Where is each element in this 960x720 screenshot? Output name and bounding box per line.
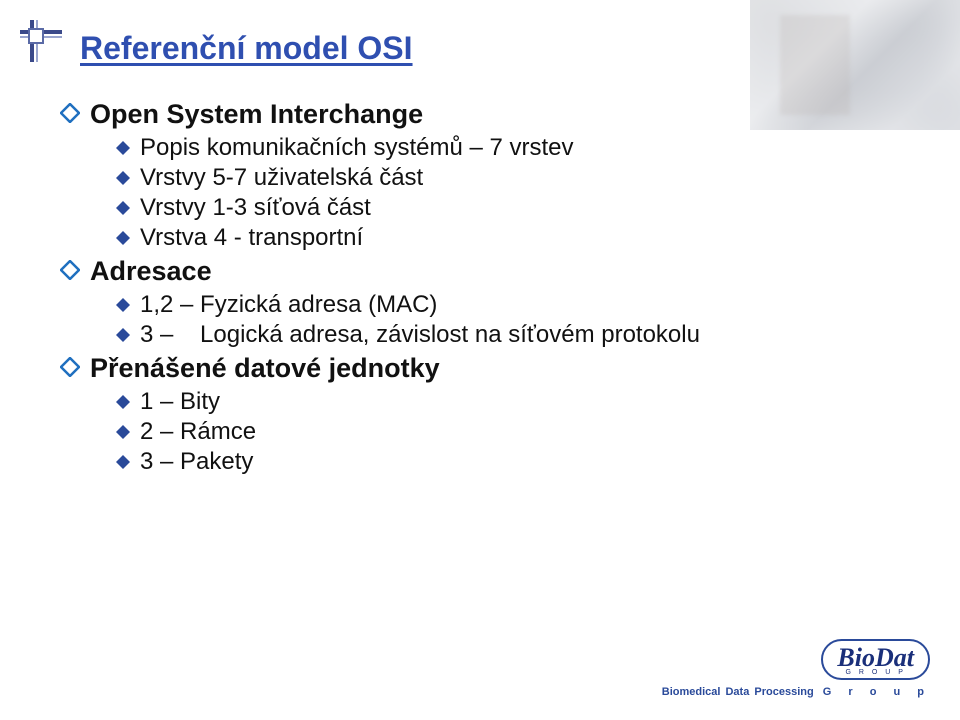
list-item: 1,2 – Fyzická adresa (MAC) — [116, 291, 880, 319]
diamond-solid-icon — [116, 231, 130, 245]
diamond-hollow-icon — [60, 357, 80, 377]
item-text: Popis komunikačních systémů – 7 vrstev — [140, 134, 574, 162]
list-item: 2 – Rámce — [116, 418, 880, 446]
item-text: 1 – Bity — [140, 388, 220, 416]
diamond-solid-icon — [116, 298, 130, 312]
section-heading: Přenášené datové jednotky — [60, 353, 880, 384]
diamond-solid-icon — [116, 455, 130, 469]
list-item: Popis komunikačních systémů – 7 vrstev — [116, 134, 880, 162]
heading-text: Open System Interchange — [90, 99, 423, 130]
list-item: Vrstvy 5-7 uživatelská část — [116, 164, 880, 192]
section-heading: Adresace — [60, 256, 880, 287]
item-text: 1,2 – Fyzická adresa (MAC) — [140, 291, 437, 319]
logo-main-text: BioDat — [837, 645, 914, 671]
footer: BioDat G R O U P Biomedical Data Process… — [662, 639, 930, 698]
tagline-prefix: Biomedical Data Processing — [662, 686, 814, 698]
slide-body: Open System Interchange Popis komunikačn… — [60, 95, 880, 478]
slide: Referenční model OSI Open System Interch… — [0, 0, 960, 720]
logo-sub-text: G R O U P — [837, 669, 914, 676]
heading-text: Přenášené datové jednotky — [90, 353, 440, 384]
list-item: 1 – Bity — [116, 388, 880, 416]
item-text: Vrstvy 5-7 uživatelská část — [140, 164, 423, 192]
list-item: Vrstvy 1-3 síťová část — [116, 194, 880, 222]
section-heading: Open System Interchange — [60, 99, 880, 130]
diamond-solid-icon — [116, 141, 130, 155]
corner-decoration — [20, 20, 64, 64]
heading-text: Adresace — [90, 256, 212, 287]
item-text: 2 – Rámce — [140, 418, 256, 446]
item-text: Vrstva 4 - transportní — [140, 224, 363, 252]
list-item: 3 – Logická adresa, závislost na síťovém… — [116, 321, 880, 349]
list-item: 3 – Pakety — [116, 448, 880, 476]
slide-title: Referenční model OSI — [80, 30, 413, 67]
tagline: Biomedical Data Processing G r o u p — [662, 686, 930, 698]
diamond-hollow-icon — [60, 103, 80, 123]
diamond-solid-icon — [116, 171, 130, 185]
diamond-solid-icon — [116, 201, 130, 215]
logo: BioDat G R O U P — [821, 639, 930, 680]
diamond-solid-icon — [116, 425, 130, 439]
item-text: 3 – Logická adresa, závislost na síťovém… — [140, 321, 700, 349]
diamond-hollow-icon — [60, 260, 80, 280]
list-item: Vrstva 4 - transportní — [116, 224, 880, 252]
tagline-suffix: G r o u p — [823, 686, 930, 698]
item-text: 3 – Pakety — [140, 448, 253, 476]
diamond-solid-icon — [116, 328, 130, 342]
item-text: Vrstvy 1-3 síťová část — [140, 194, 371, 222]
diamond-solid-icon — [116, 395, 130, 409]
